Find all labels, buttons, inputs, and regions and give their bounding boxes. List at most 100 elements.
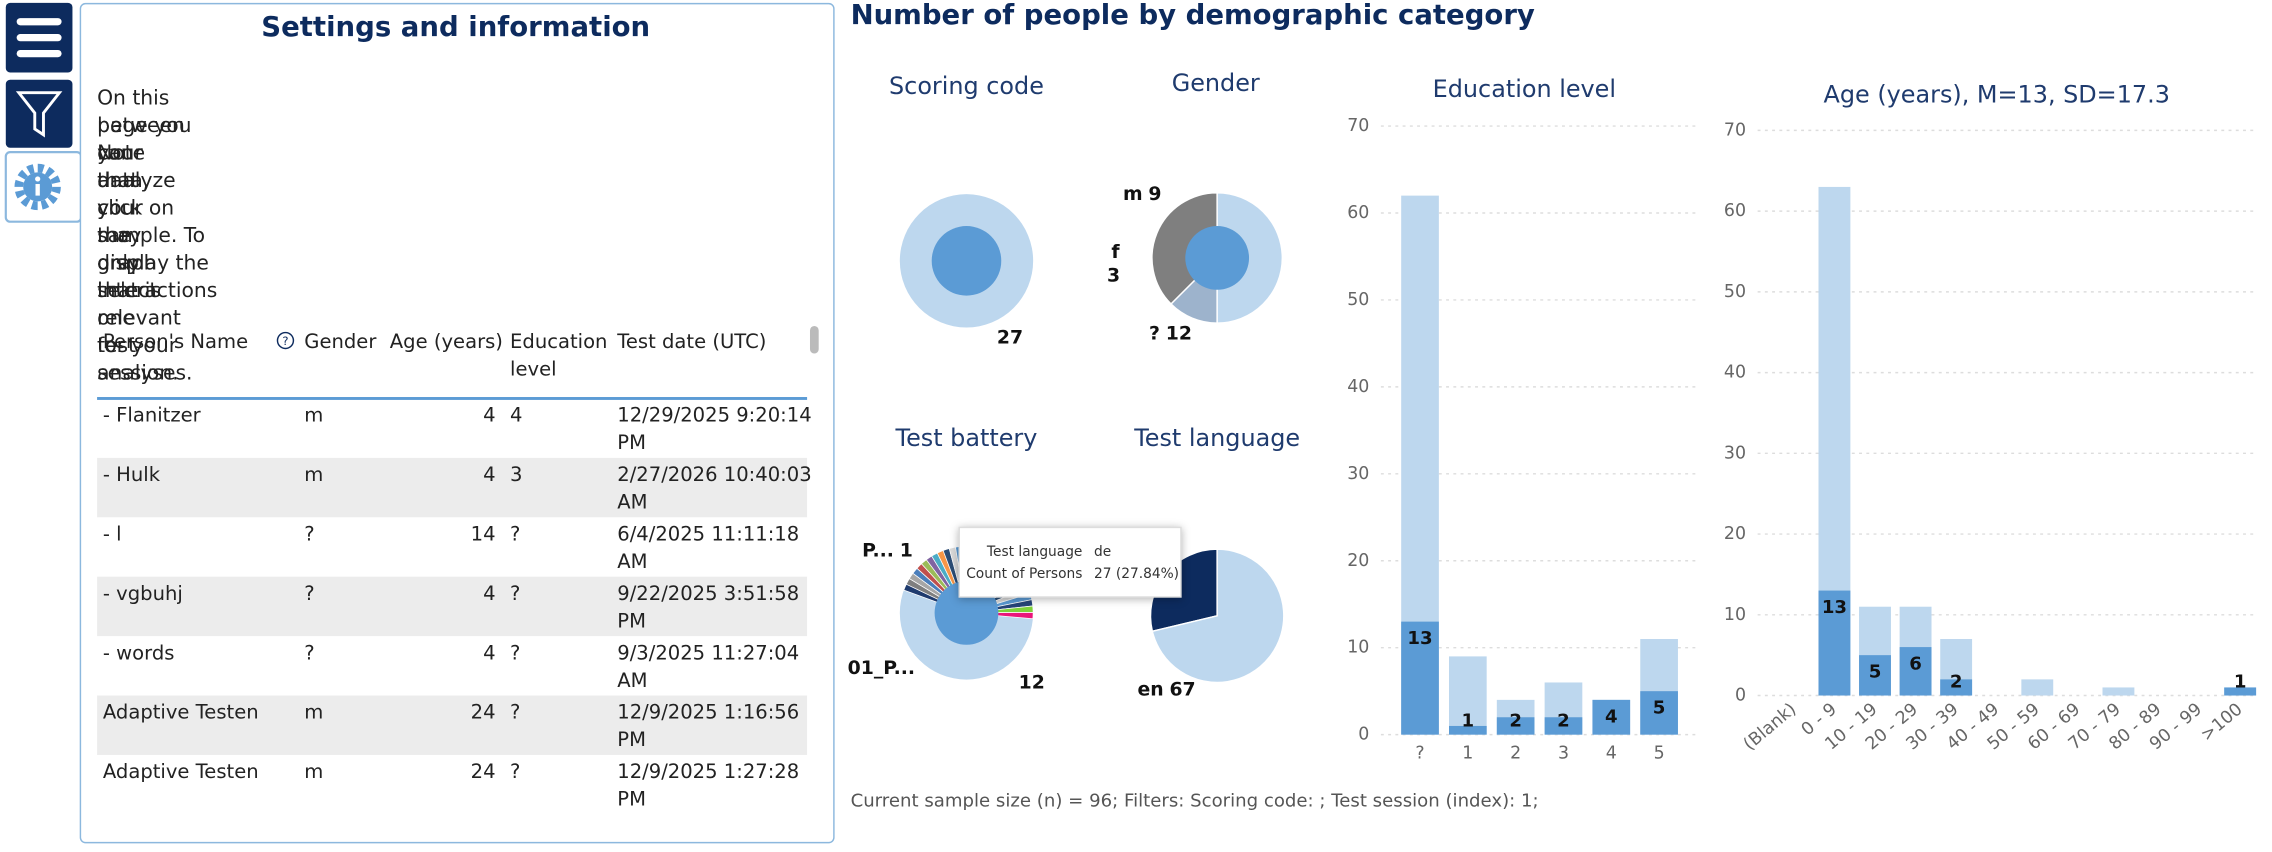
table-cell: 12/9/2025 1:16:56 PM [617,701,800,753]
table-cell: 4 [483,582,496,606]
row-background [97,576,808,637]
table-cell: 4 [483,404,496,428]
label-part: ? [1149,323,1160,344]
table-cell: - Flanitzer [102,404,201,428]
x-tick-label: >100 [2197,699,2246,745]
pie-label: f [1111,242,1120,263]
label-part: f [1111,242,1120,263]
pie-slice [1151,191,1218,306]
y-tick-label: 50 [1347,290,1369,310]
bar-label: 6 [1909,653,1922,674]
bar-label: 5 [1869,662,1882,683]
table-cell: - Hulk [102,463,161,487]
bar-highlight [1544,717,1583,735]
bar-label: 2 [1509,711,1522,732]
table-cell: m [304,701,324,725]
x-tick-label: 5 [1654,743,1665,763]
bar [2102,687,2135,696]
x-tick-label: ? [1415,743,1424,763]
label-part: m [1123,184,1143,205]
y-tick-label: 60 [1724,201,1746,221]
table-cell: 4 [483,463,496,487]
pie-slice [1216,191,1284,324]
y-tick-label: 30 [1724,443,1746,463]
bar-highlight [1496,717,1535,735]
bar-highlight [2224,687,2257,696]
tooltip-value: de [1094,544,1111,560]
header-rule [97,397,808,400]
chart-title: Education level [1433,75,1616,103]
table-cell: - l [102,523,122,547]
table-cell: 6/4/2025 11:11:18 AM [617,523,800,574]
y-tick-label: 30 [1347,464,1369,484]
table-cell: ? [304,523,315,547]
pie-label: ? 12 [1149,323,1192,344]
scrollbar[interactable] [809,326,819,354]
label-part: P... [862,540,894,561]
pie-label: P... 1 [862,540,913,561]
row-background [97,457,808,518]
filter-button[interactable] [5,79,73,148]
bar-highlight [1401,621,1439,735]
pie-label: 27 [997,327,1023,348]
table-cell: 4 [510,404,523,428]
table-cell: 2/27/2026 10:40:03 AM [617,463,812,515]
bar [2021,679,2054,696]
bar-label: 13 [1822,597,1847,618]
bar-highlight [1899,647,1932,696]
label-part: 67 [1169,679,1195,700]
y-tick-label: 70 [1347,116,1369,136]
column-header: Education level [510,330,608,382]
bar-label: 5 [1653,698,1666,719]
description-line: On this page you can analyze your sample… [97,86,218,303]
y-tick-label: 0 [1735,686,1746,706]
pie-highlight [931,226,1002,296]
table-cell: Adaptive Testen [102,760,259,784]
y-tick-label: 10 [1347,638,1369,658]
table-cell: 24 [470,760,496,784]
x-tick-label: 4 [1606,743,1617,763]
tooltip-key: Test language [986,544,1082,560]
x-tick-label: 1 [1462,743,1473,763]
column-header: Gender [304,330,377,354]
bar-highlight [1640,691,1678,735]
label-part: 27 [997,327,1023,348]
table-cell: ? [510,641,521,666]
bar-highlight [1859,655,1891,696]
bar-highlight [1449,725,1487,735]
table-cell: 4 [483,641,496,666]
y-tick-label: 70 [1724,120,1746,140]
label-part: 9 [1148,184,1161,205]
chart-title: Test language [1133,424,1300,452]
label-part: 01_P... [848,657,915,678]
svg-text:?: ? [282,334,288,348]
bar [1449,656,1487,735]
label-part: 1 [900,540,913,561]
bar-label: 1 [2234,671,2247,692]
chart-title: Test battery [895,424,1038,452]
table-cell: ? [304,641,315,666]
help-icon[interactable]: ? [275,330,295,350]
pie-label: 3 [1107,265,1120,286]
chart-title: Age (years), M=13, SD=17.3 [1824,81,2170,109]
table-cell: ? [510,523,521,547]
table-cell: 14 [470,523,496,547]
bar-highlight [1818,590,1851,696]
pie-label: 12 [1019,672,1045,693]
y-tick-label: 0 [1358,725,1369,745]
info-icon [14,163,61,211]
column-header: Test date (UTC) [617,330,767,354]
table-cell: ? [510,582,521,606]
chart-title: Scoring code [889,72,1044,100]
panel-title: Settings and information [261,11,651,44]
y-tick-label: 40 [1724,363,1746,383]
y-tick-label: 20 [1724,524,1746,544]
bar-highlight [1940,679,1973,696]
main-title: Number of people by demographic category [851,0,1535,31]
column-header: Age (years) [389,330,503,354]
label-part: 12 [1019,672,1045,693]
y-tick-label: 50 [1724,282,1746,302]
bar-label: 13 [1407,628,1432,649]
x-tick-label: 2 [1510,743,1521,763]
label-part: 3 [1107,265,1120,286]
